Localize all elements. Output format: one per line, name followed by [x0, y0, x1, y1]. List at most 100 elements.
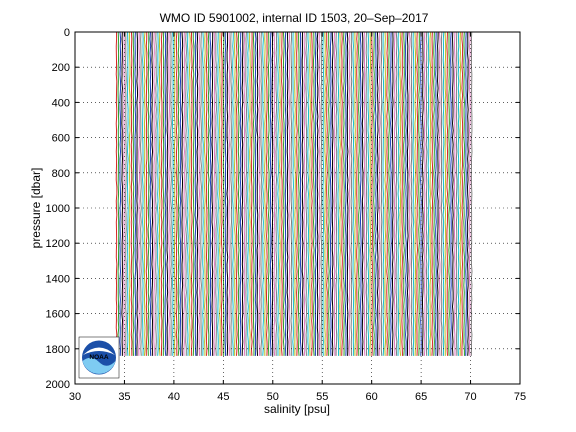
profile-line: [155, 32, 157, 356]
profile-line: [267, 32, 270, 356]
profile-line: [452, 32, 454, 356]
profile-line: [401, 32, 403, 356]
profile-line: [115, 32, 118, 356]
profile-line: [408, 32, 411, 356]
profile-line: [436, 32, 439, 356]
profile-line: [119, 32, 122, 356]
profile-line: [188, 32, 191, 356]
profile-line: [181, 32, 184, 356]
profile-line: [365, 32, 368, 356]
x-axis-label: salinity [psu]: [264, 402, 330, 416]
profile-line: [279, 32, 281, 356]
profile-line: [384, 32, 387, 356]
profile-line: [455, 32, 458, 356]
y-axis-label: pressure [dbar]: [29, 168, 43, 249]
profile-line: [344, 32, 347, 356]
profile-line: [260, 32, 263, 356]
profile-line: [429, 32, 432, 356]
profile-line: [211, 32, 214, 356]
profile-line: [132, 32, 135, 356]
profile-line: [337, 32, 340, 356]
profile-line: [234, 32, 236, 356]
profile-line: [388, 32, 390, 356]
profile-line: [305, 32, 308, 356]
profile-line: [239, 32, 242, 356]
profile-line: [179, 32, 182, 356]
profile-line: [446, 32, 449, 356]
profile-line: [158, 32, 161, 356]
x-axis-ticks: 30 35 40 45 50 55 60 65 70 75: [69, 32, 526, 403]
profile-line: [213, 32, 216, 356]
profile-line: [254, 32, 257, 356]
profile-line: [309, 32, 311, 356]
profile-line: [222, 32, 225, 356]
profile-line: [450, 32, 452, 356]
profile-line: [232, 32, 234, 356]
profile-line: [328, 32, 330, 356]
profile-line: [190, 32, 193, 356]
profile-line: [200, 32, 202, 356]
chart-title: WMO ID 5901002, internal ID 1503, 20–Sep…: [160, 11, 429, 25]
profile-line: [151, 32, 154, 356]
x-tick-label: 40: [168, 391, 180, 403]
profile-line: [228, 32, 231, 356]
profile-line: [358, 32, 360, 356]
profile-line: [403, 32, 405, 356]
profile-line: [356, 32, 358, 356]
profile-line: [286, 32, 289, 356]
profile-line: [205, 32, 208, 356]
profile-line: [162, 32, 165, 356]
profile-line: [237, 32, 240, 356]
profile-line: [453, 32, 456, 356]
profile-line: [153, 32, 155, 356]
profile-line: [241, 32, 244, 356]
profile-line: [134, 32, 137, 356]
profile-line: [235, 32, 238, 356]
salinity-profiles: [115, 32, 473, 356]
profile-line: [185, 32, 187, 356]
profile-line: [294, 32, 296, 356]
profile-line: [433, 32, 435, 356]
profile-line: [275, 32, 278, 356]
x-tick-label: 65: [415, 391, 427, 403]
x-tick-label: 55: [316, 391, 328, 403]
x-tick-label: 45: [217, 391, 229, 403]
profile-line: [245, 32, 247, 356]
profile-line: [435, 32, 437, 356]
profile-line: [219, 32, 221, 356]
profile-line: [463, 32, 465, 356]
profile-line: [442, 32, 445, 356]
profile-line: [142, 32, 144, 356]
y-tick-label: 800: [52, 168, 70, 180]
profile-line: [299, 32, 302, 356]
profile-line: [363, 32, 366, 356]
profile-line: [147, 32, 150, 356]
profile-line: [354, 32, 356, 356]
profile-line: [247, 32, 249, 356]
profile-line: [256, 32, 259, 356]
profile-line: [369, 32, 372, 356]
profile-line: [314, 32, 317, 356]
profile-line: [249, 32, 251, 356]
profile-line: [177, 32, 180, 356]
profile-line: [204, 32, 206, 356]
profile-line: [160, 32, 163, 356]
profile-line: [425, 32, 428, 356]
profile-line: [333, 32, 336, 356]
profile-line: [187, 32, 189, 356]
y-tick-label: 600: [52, 133, 70, 145]
profile-line: [352, 32, 355, 356]
profile-line: [348, 32, 351, 356]
profile-line: [440, 32, 443, 356]
profile-line: [386, 32, 388, 356]
profile-line: [418, 32, 420, 356]
profile-line: [329, 32, 332, 356]
profile-line: [207, 32, 210, 356]
x-tick-label: 60: [366, 391, 378, 403]
profile-line: [196, 32, 199, 356]
profile-line: [470, 32, 473, 356]
profile-line: [382, 32, 385, 356]
profile-line: [173, 32, 176, 356]
profile-line: [421, 32, 424, 356]
